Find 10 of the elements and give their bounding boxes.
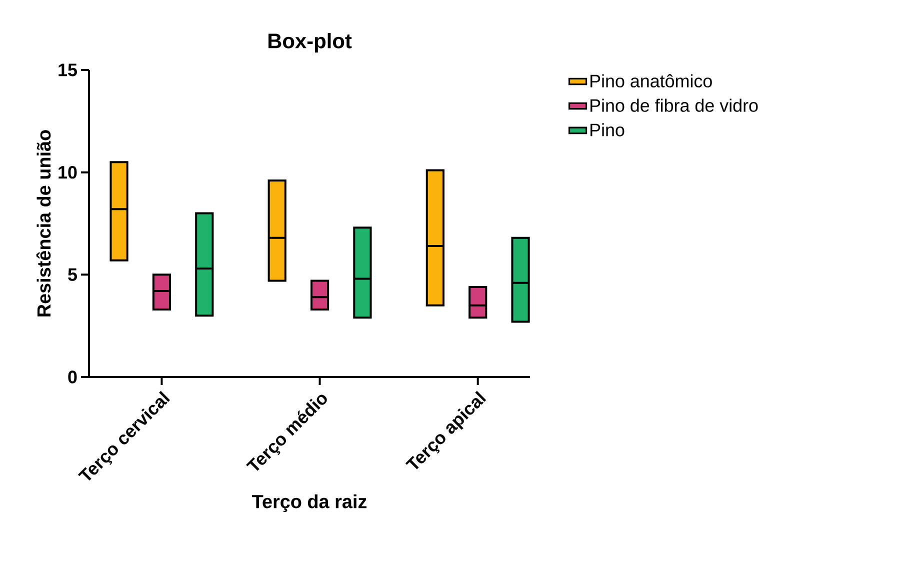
legend-label: Pino — [590, 123, 624, 136]
x-axis-title: Terço da raiz — [252, 494, 366, 512]
legend-label: Pino de fibra de vidro — [590, 98, 758, 112]
y-axis-title: Resistência de união — [36, 130, 51, 316]
y-tick-label: 5 — [68, 268, 77, 281]
y-tick-label: 15 — [58, 64, 77, 76]
y-tick-label: 0 — [68, 370, 77, 384]
y-tick-label: 10 — [58, 166, 77, 179]
legend-label: Pino anatômico — [590, 74, 712, 88]
chart-title: Box-plot — [268, 33, 352, 52]
